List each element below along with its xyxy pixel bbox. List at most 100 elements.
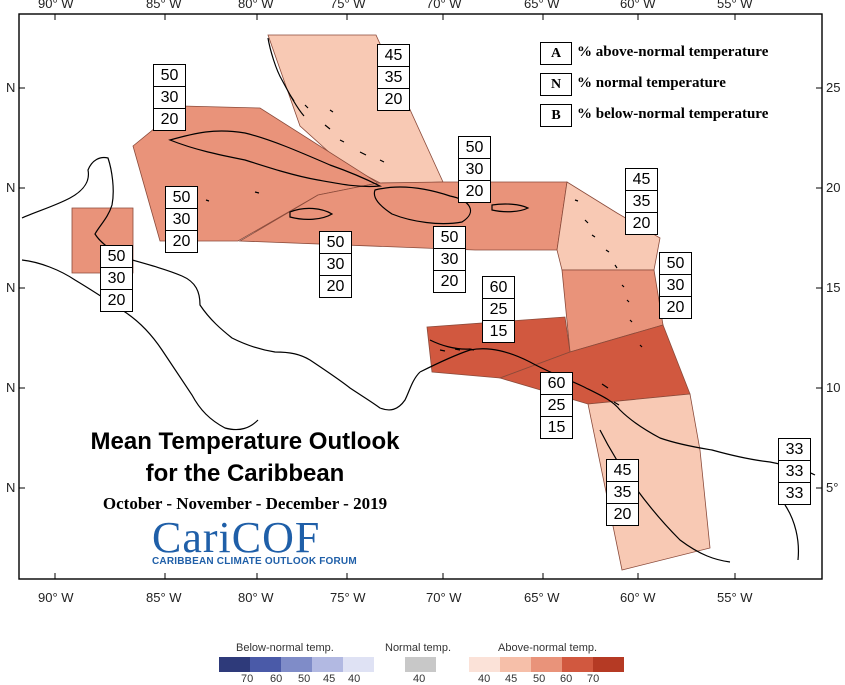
prob-below: 20 (666, 299, 685, 316)
scale-tick: 50 (533, 673, 546, 685)
lat-tick-left: N (6, 480, 16, 495)
lat-tick-right: 25 (826, 80, 841, 95)
scale-tick: 45 (505, 673, 518, 685)
scale-swatch-below (343, 657, 374, 672)
lon-tick-bottom: 60° W (620, 590, 656, 605)
prob-normal: 35 (378, 67, 409, 89)
prob-normal: 35 (626, 191, 657, 213)
scale-swatch-above (500, 657, 531, 672)
scale-tick: 60 (270, 673, 283, 685)
prob-below: 20 (107, 292, 126, 309)
scale-swatch-below (250, 657, 281, 672)
map-title-line2: for the Caribbean (145, 460, 345, 487)
lon-tick-bottom: 80° W (238, 590, 274, 605)
prob-below: 20 (172, 233, 191, 250)
scale-swatch-below (219, 657, 250, 672)
scale-swatch-normal (405, 657, 436, 672)
scale-tick: 50 (298, 673, 311, 685)
prob-box-cuba: 50 30 20 (153, 64, 186, 131)
prob-box-french-guiana: 33 33 33 (778, 438, 811, 505)
prob-below: 20 (465, 183, 484, 200)
prob-above: 45 (626, 169, 657, 191)
prob-box-abc: 60 25 15 (482, 276, 515, 343)
prob-below: 20 (326, 278, 345, 295)
prob-normal: 35 (607, 482, 638, 504)
key-letter: B (540, 104, 572, 127)
lon-tick-top: 70° W (426, 0, 462, 11)
prob-box-bahamas: 45 35 20 (377, 44, 410, 111)
key-text: % above-normal temperature (577, 44, 769, 60)
prob-normal: 33 (779, 461, 810, 483)
prob-below: 33 (785, 485, 804, 502)
caricof-logo: CariCOF (152, 513, 321, 562)
prob-normal: 30 (154, 87, 185, 109)
scale-swatch-above (531, 657, 562, 672)
prob-above: 50 (459, 137, 490, 159)
key-text: % normal temperature (577, 75, 726, 91)
prob-normal: 30 (660, 275, 691, 297)
prob-below: 20 (632, 215, 651, 232)
scale-swatch-below (312, 657, 343, 672)
prob-box-puerto-rico: 50 30 20 (458, 136, 491, 203)
prob-box-cayman: 50 30 20 (165, 186, 198, 253)
prob-box-jamaica: 50 30 20 (319, 231, 352, 298)
coastlines (21, 37, 816, 563)
lon-tick-top: 75° W (330, 0, 366, 11)
key-letter: A (540, 42, 572, 65)
scale-swatch-above (469, 657, 500, 672)
prob-below: 15 (547, 419, 566, 436)
scale-tick: 70 (587, 673, 600, 685)
prob-box-trinidad: 60 25 15 (540, 372, 573, 439)
lon-tick-bottom: 90° W (38, 590, 74, 605)
prob-normal: 30 (434, 249, 465, 271)
scale-swatch-above (562, 657, 593, 672)
prob-above: 60 (483, 277, 514, 299)
prob-below: 20 (384, 91, 403, 108)
key-text: % below-normal temperature (577, 106, 769, 122)
lon-tick-bottom: 75° W (330, 590, 366, 605)
scale-swatch-above (593, 657, 624, 672)
scale-tick: 60 (560, 673, 573, 685)
lat-tick-left: N (6, 380, 16, 395)
scale-tick: 40 (413, 673, 426, 685)
prob-below: 20 (160, 111, 179, 128)
lat-tick-right: 15 (826, 280, 841, 295)
prob-below: 15 (489, 323, 508, 340)
prob-above: 50 (101, 246, 132, 268)
lat-tick-right: 5° (826, 480, 839, 495)
lon-tick-bottom: 70° W (426, 590, 462, 605)
map-period: October - November - December - 2019 (102, 494, 388, 513)
lat-tick-right: 20 (826, 180, 841, 195)
prob-above: 45 (607, 460, 638, 482)
prob-box-hispaniola: 50 30 20 (433, 226, 466, 293)
prob-normal: 30 (101, 268, 132, 290)
key-letter: N (540, 73, 572, 96)
prob-normal: 30 (320, 254, 351, 276)
scale-below-title: Below-normal temp. (236, 642, 334, 654)
lon-tick-top: 65° W (524, 0, 560, 11)
region-guianas (587, 393, 711, 571)
scale-tick: 70 (241, 673, 254, 685)
prob-below: 20 (613, 506, 632, 523)
prob-normal: 25 (541, 395, 572, 417)
lon-tick-top: 55° W (717, 0, 753, 11)
scale-tick: 45 (323, 673, 336, 685)
map-title: Mean Temperature Outlook (90, 428, 400, 455)
scale-normal-title: Normal temp. (385, 642, 452, 654)
prob-normal: 25 (483, 299, 514, 321)
lon-tick-top: 60° W (620, 0, 656, 11)
lon-tick-bottom: 55° W (717, 590, 753, 605)
prob-normal: 30 (459, 159, 490, 181)
prob-above: 60 (541, 373, 572, 395)
lon-tick-top: 85° W (146, 0, 182, 11)
prob-above: 50 (166, 187, 197, 209)
lon-tick-top: 90° W (38, 0, 74, 11)
prob-box-leeward: 45 35 20 (625, 168, 658, 235)
lon-tick-marks (19, 14, 822, 579)
scale-above-title: Above-normal temp. (498, 642, 598, 654)
prob-box-belize: 50 30 20 (100, 245, 133, 312)
lon-tick-top: 80° W (238, 0, 274, 11)
prob-above: 50 (320, 232, 351, 254)
lon-tick-bottom: 65° W (524, 590, 560, 605)
